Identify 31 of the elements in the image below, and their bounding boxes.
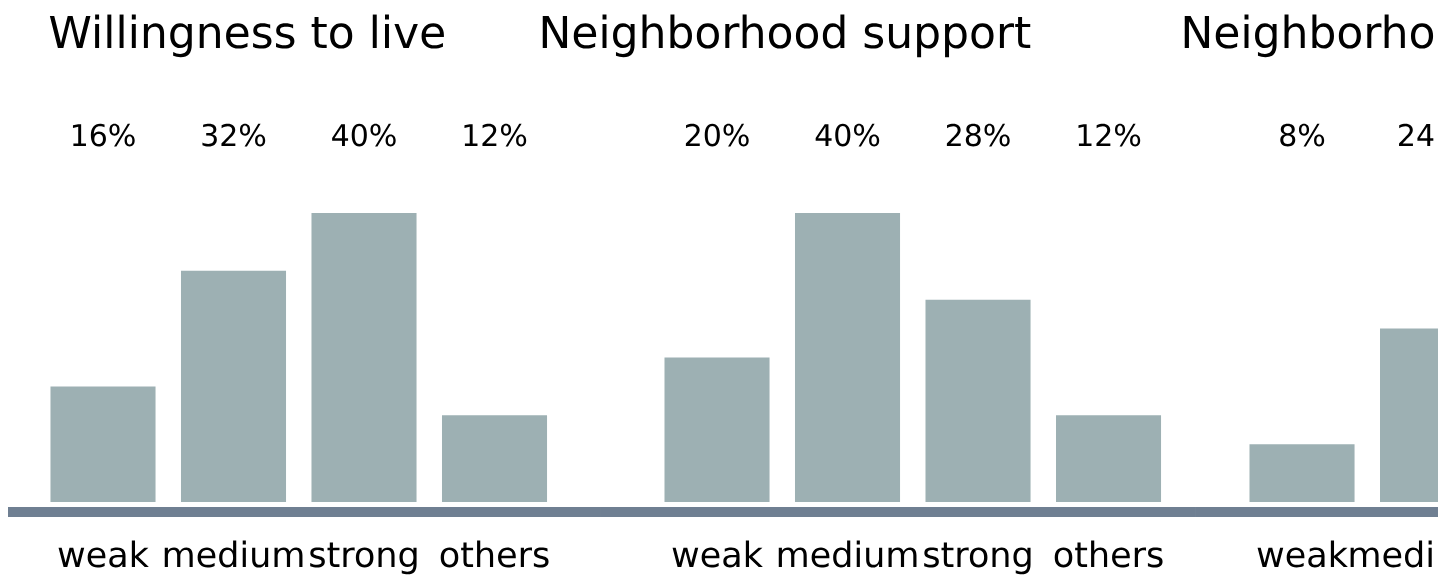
data-label: 12%: [464, 123, 527, 147]
bar: [794, 212, 901, 502]
chart-title: Willingness to live: [49, 14, 444, 58]
x-tick-label: others: [440, 540, 549, 568]
data-label: 28%: [946, 123, 1010, 147]
data-label: 40%: [815, 123, 880, 147]
data-label: 24: [1399, 123, 1434, 146]
bar: [1056, 415, 1162, 502]
x-tick-label: medium: [164, 540, 303, 568]
x-tick-label: strong: [924, 542, 1031, 575]
chart-title: Neighborhood support: [542, 14, 1031, 58]
bar: [50, 386, 156, 502]
bar: [311, 212, 417, 502]
bar: [441, 415, 548, 502]
data-label: 12%: [1078, 123, 1141, 147]
data-label: 8%: [1280, 123, 1325, 147]
x-tick-label: medi: [1350, 540, 1432, 568]
data-label: 20%: [685, 123, 749, 147]
x-tick-label: weak: [1257, 540, 1348, 568]
x-tick-label: medium: [778, 540, 917, 568]
x-tick-label: others: [1054, 540, 1163, 568]
bar: [925, 299, 1031, 502]
bar: [180, 270, 287, 502]
bar: [664, 357, 770, 502]
x-tick-label: weak: [672, 540, 763, 568]
chart-title: Neighborho: [1184, 14, 1434, 58]
x-tick-label: weak: [58, 540, 149, 568]
data-label: 40%: [332, 123, 396, 147]
x-tick-label: strong: [310, 542, 417, 575]
data-label: 32%: [202, 123, 266, 147]
data-label: 16%: [72, 123, 135, 147]
